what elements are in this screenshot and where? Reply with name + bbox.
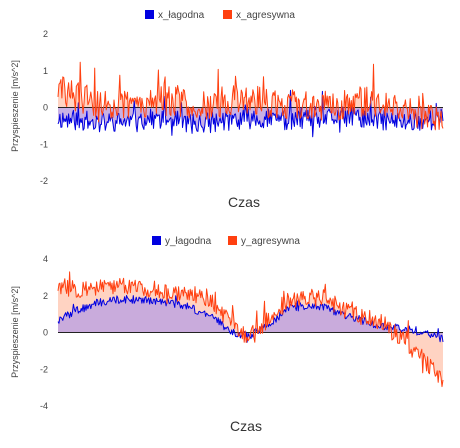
legend-swatch-x-agresywna xyxy=(223,10,232,19)
x-axis-title: Czas xyxy=(230,418,262,434)
y-ticks: -2 -1 0 1 2 xyxy=(40,29,48,186)
legend: x_łagodna x_agresywna xyxy=(145,10,295,21)
x-axis-title: Czas xyxy=(228,194,260,210)
area-fill-lagodna xyxy=(58,90,443,137)
series-line-agresywna xyxy=(57,61,444,131)
y-tick-label: -4 xyxy=(40,401,48,411)
y-tick-label: 0 xyxy=(43,103,48,113)
legend-label-y-lagodna: y_łagodna xyxy=(165,236,212,247)
series-line-lagodna xyxy=(57,89,444,138)
y-tick-label: 1 xyxy=(43,66,48,76)
legend-label-x-lagodna: x_łagodna xyxy=(158,10,205,21)
y-axis-title: Przyspieszenie [m/s^2] xyxy=(10,60,20,152)
y-tick-label: 2 xyxy=(43,291,48,301)
legend-swatch-y-lagodna xyxy=(152,236,161,245)
legend-label-x-agresywna: x_agresywna xyxy=(236,10,295,21)
legend-swatch-y-agresywna xyxy=(228,236,237,245)
y-tick-label: -2 xyxy=(40,364,48,374)
y-ticks: -4 -2 0 2 4 xyxy=(40,254,48,411)
area-fill-lagodna xyxy=(58,295,443,343)
series-lines xyxy=(57,271,444,388)
series-line-agresywna xyxy=(57,271,444,388)
y-axis-title: Przyspieszenie [m/s^2] xyxy=(10,286,20,378)
legend-swatch-x-lagodna xyxy=(145,10,154,19)
y-tick-label: -1 xyxy=(40,139,48,149)
y-tick-label: 0 xyxy=(43,328,48,338)
y-tick-label: 2 xyxy=(43,29,48,39)
legend: y_łagodna y_agresywna xyxy=(152,236,300,247)
legend-label-y-agresywna: y_agresywna xyxy=(241,236,300,247)
series-line-lagodna xyxy=(57,295,444,343)
series-lines xyxy=(57,61,444,138)
y-tick-label: -2 xyxy=(40,176,48,186)
y-acceleration-chart: y_łagodna y_agresywna -4 -2 0 2 4 Przyspiesz… xyxy=(10,236,444,434)
x-acceleration-chart: x_łagodna x_agresywna -2 -1 0 1 2 Przyspiesz… xyxy=(10,10,444,210)
y-tick-label: 4 xyxy=(43,254,48,264)
